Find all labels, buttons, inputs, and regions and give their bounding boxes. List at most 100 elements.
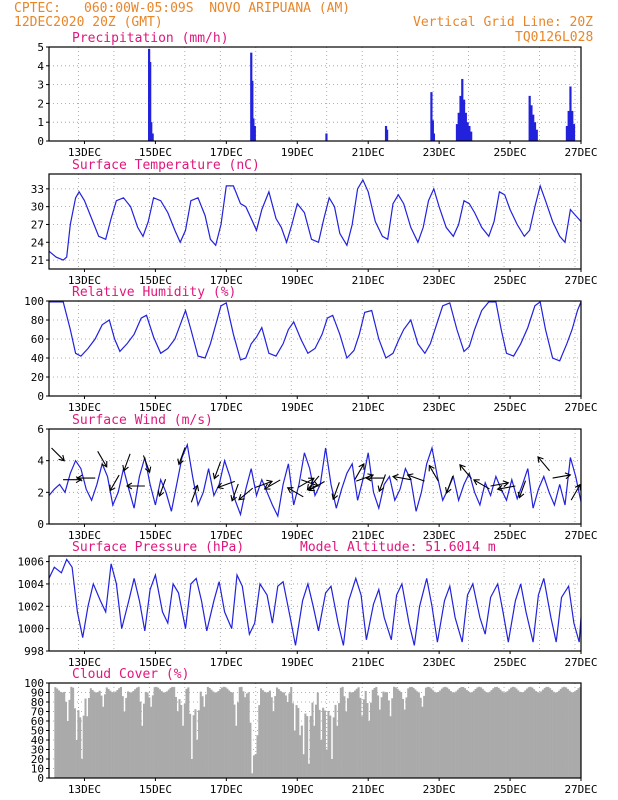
cloud-bar <box>119 687 123 778</box>
wind-arrow-head <box>144 466 152 474</box>
wind-arrow-head <box>574 483 581 491</box>
cloud-bar <box>261 690 264 778</box>
humidity-xtick-label: 25DEC <box>494 401 527 414</box>
cloud-xtick-label: 17DEC <box>210 783 243 796</box>
cloud-bar <box>114 691 117 778</box>
wind-arrow-head <box>428 464 435 472</box>
cloud-bar <box>72 687 75 778</box>
cloud-bar <box>547 687 550 778</box>
cloud-bar <box>565 687 568 778</box>
wind-arrow-head <box>517 491 525 499</box>
cloud-bar <box>189 713 192 778</box>
cloud-xtick-label: 23DEC <box>423 783 456 796</box>
cloud-bar <box>256 735 259 778</box>
cloud-bar <box>315 704 318 778</box>
precipitation-ytick-label: 3 <box>37 79 44 92</box>
cloud-bar <box>467 691 470 778</box>
cloud-bar <box>286 702 289 778</box>
wind-arrow-head <box>331 493 339 501</box>
cloud-bar <box>197 710 201 778</box>
precipitation-bar <box>470 131 473 141</box>
cloud-bar <box>538 692 541 778</box>
cloud-bar <box>421 706 424 778</box>
temperature-xtick-label: 27DEC <box>564 274 597 287</box>
cloud-bar <box>153 687 156 778</box>
cloud-bar <box>502 692 506 778</box>
wind-arrow-head <box>308 477 315 484</box>
wind-arrow <box>109 474 120 491</box>
wind-arrow <box>428 465 439 482</box>
cloud-bar <box>375 686 378 778</box>
pressure-xtick-label: 25DEC <box>494 656 527 669</box>
precipitation-bar <box>431 120 434 141</box>
wind-ytick-label: 4 <box>37 455 44 468</box>
wind-arrow-head <box>502 480 510 488</box>
pressure-line <box>48 558 582 646</box>
precipitation-bar <box>461 78 464 141</box>
cloud-bar <box>277 689 280 778</box>
precipitation-ytick-label: 5 <box>37 41 44 54</box>
temperature-xtick-label: 19DEC <box>281 274 314 287</box>
wind-arrow <box>217 480 235 489</box>
wind-arrow-head <box>177 458 184 466</box>
cloud-bar <box>160 691 163 778</box>
cloud-bar <box>144 691 147 778</box>
cloud-bar <box>407 688 410 778</box>
cloud-bar <box>70 686 73 778</box>
cloud-bar <box>281 692 284 778</box>
wind-arrow-head <box>365 474 372 482</box>
cloud-bar <box>412 687 415 778</box>
precipitation-ytick-label: 1 <box>37 116 44 129</box>
wind-arrow <box>378 474 386 492</box>
humidity-ytick-label: 40 <box>31 352 44 365</box>
cloud-bar <box>130 692 133 778</box>
cloud-bar <box>481 688 484 778</box>
cloud-bar <box>572 692 575 778</box>
wind-arrow-head <box>266 479 274 487</box>
pressure-xtick-label: 19DEC <box>281 656 314 669</box>
pressure-xtick-label: 27DEC <box>564 656 597 669</box>
wind-line <box>48 442 582 519</box>
precipitation-bar <box>430 92 433 141</box>
wind-arrow-head <box>308 485 315 492</box>
cloud-bar <box>432 690 435 778</box>
datetime-label: 12DEC2020 20Z (GMT) <box>14 15 163 30</box>
cloud-bar <box>534 691 537 778</box>
cloud-bar <box>59 691 62 778</box>
cloud-bar <box>410 686 413 778</box>
cloud-bar <box>98 690 101 778</box>
temperature-ytick-label: 27 <box>31 218 44 231</box>
wind-arrow <box>473 479 490 490</box>
cloud-bar <box>341 686 344 778</box>
cloud-xtick-label: 21DEC <box>352 783 385 796</box>
cloud-bar <box>66 721 69 778</box>
cloud-bar <box>238 687 241 778</box>
cloud-bar <box>487 692 490 778</box>
pressure-xtick-label: 17DEC <box>210 656 243 669</box>
cloud-bar <box>249 722 252 778</box>
wind-arrow <box>287 487 304 498</box>
wind-arrow <box>231 483 239 501</box>
cloud-bar <box>300 725 303 778</box>
cloud-bar <box>391 698 394 778</box>
wind-arrow-head <box>230 494 237 502</box>
cloud-bar <box>455 691 458 778</box>
wind-arrow-head <box>537 456 544 463</box>
cloud-bar <box>414 689 417 778</box>
cloud-bar <box>556 692 559 778</box>
wind-frame <box>48 428 582 525</box>
wind-xtick-label: 25DEC <box>494 529 527 542</box>
cloud-bar <box>155 686 158 778</box>
cloud-bar <box>563 686 566 778</box>
cloud-bar <box>275 687 279 778</box>
cloud-bar <box>446 687 449 778</box>
cloud-bar <box>235 725 238 778</box>
cloud-bar <box>169 687 172 778</box>
cloud-bar <box>89 688 92 778</box>
cloud-bar <box>380 697 383 778</box>
wind-arrow <box>518 480 527 498</box>
panel-title-precipitation: Precipitation (mm/h) <box>72 31 229 46</box>
wind-arrow-head <box>212 472 220 480</box>
wind-arrow-head <box>377 485 385 493</box>
cloud-bar <box>526 688 529 778</box>
